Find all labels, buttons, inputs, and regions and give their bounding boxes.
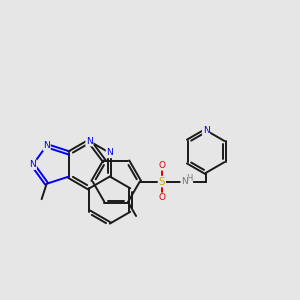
Text: H: H [186, 174, 192, 183]
Text: O: O [158, 161, 165, 170]
Text: N: N [106, 148, 113, 158]
Text: N: N [86, 137, 93, 146]
Text: N: N [203, 126, 209, 135]
Text: N: N [181, 177, 188, 186]
Text: N: N [43, 141, 50, 150]
Text: O: O [158, 193, 165, 202]
Text: N: N [29, 160, 36, 169]
Text: S: S [158, 177, 165, 187]
